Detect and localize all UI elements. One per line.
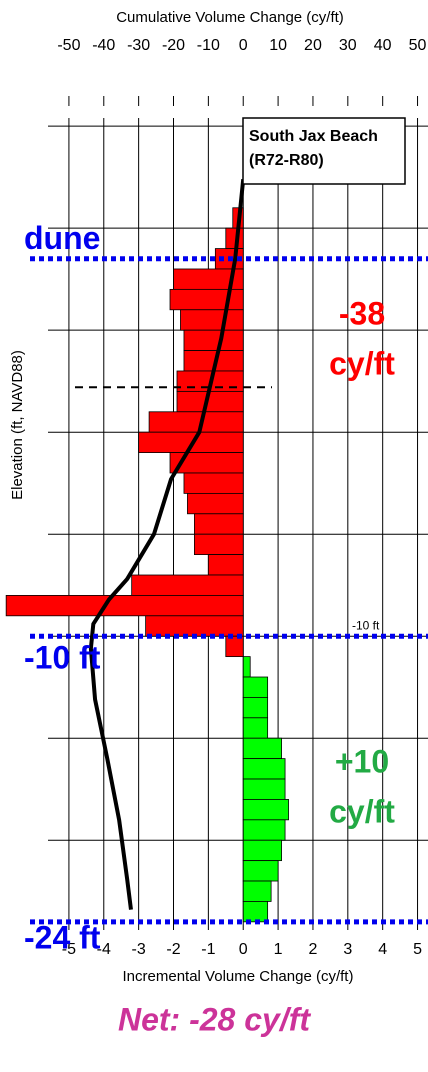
bar [145, 615, 244, 637]
bar [180, 309, 244, 331]
bar [242, 656, 251, 678]
accretion-label: cy/ft [329, 793, 395, 829]
x2-tick-label: 0 [239, 37, 248, 54]
bar [194, 513, 244, 535]
x-tick-label: 4 [378, 941, 387, 958]
bar [169, 288, 244, 311]
x-tick-label: 1 [274, 941, 283, 958]
bar [242, 758, 286, 780]
accretion-label: +10 [335, 743, 389, 779]
bar [242, 819, 286, 841]
net-label: Net: -28 cy/ft [118, 1001, 311, 1037]
x-tick-label: 2 [309, 941, 318, 958]
bar [242, 901, 269, 923]
legend-box [242, 117, 406, 185]
x2-tick-label: 20 [304, 37, 322, 54]
level-label: dune [24, 220, 100, 256]
cumulative-line [88, 179, 246, 910]
x2-tick-label: -40 [92, 37, 115, 54]
bar [148, 411, 244, 433]
bar [242, 839, 282, 862]
x2-tick-label: 40 [374, 37, 392, 54]
bar [5, 595, 244, 617]
x2-tick-label: -50 [57, 37, 80, 54]
x-tick-label: -4 [97, 941, 111, 958]
x2-tick-label: -30 [127, 37, 150, 54]
bar [242, 880, 272, 902]
bar [207, 554, 244, 576]
x-tick-label: -3 [132, 941, 146, 958]
level-label: -24 ft [24, 919, 101, 955]
bar [225, 227, 244, 249]
x2-axis-title: Cumulative Volume Change (cy/ft) [116, 9, 344, 26]
bar [242, 799, 289, 821]
bar [242, 778, 286, 800]
x-tick-label: 5 [413, 941, 422, 958]
bar [242, 697, 269, 719]
bar [131, 574, 244, 596]
bar [187, 492, 244, 515]
bar [225, 635, 244, 658]
bar [242, 737, 282, 760]
bar [183, 329, 244, 351]
x-tick-label: 0 [239, 941, 248, 958]
x2-tick-label: -10 [197, 37, 220, 54]
x-axis-title: Incremental Volume Change (cy/ft) [123, 968, 354, 985]
x-tick-label: 3 [343, 941, 352, 958]
bar [242, 717, 269, 739]
level-label: -10 ft [24, 640, 101, 676]
x2-tick-label: 10 [269, 37, 287, 54]
bar [242, 860, 279, 882]
box-subtitle: (R72-R80) [249, 152, 324, 169]
erosion-label: -38 [339, 295, 385, 331]
x-tick-label: -1 [201, 941, 215, 958]
bar [194, 533, 244, 556]
bar [242, 676, 269, 698]
level-note: -10 ft [352, 618, 380, 632]
x2-tick-label: 30 [339, 37, 357, 54]
box-title: South Jax Beach [249, 128, 378, 145]
erosion-label: cy/ft [329, 345, 395, 381]
y-axis-title: Elevation (ft, NAVD88) [9, 350, 26, 500]
bar [183, 472, 244, 494]
x2-tick-label: -20 [162, 37, 185, 54]
x2-tick-label: 50 [409, 37, 427, 54]
x-tick-label: -2 [166, 941, 180, 958]
x-tick-label: -5 [62, 941, 76, 958]
